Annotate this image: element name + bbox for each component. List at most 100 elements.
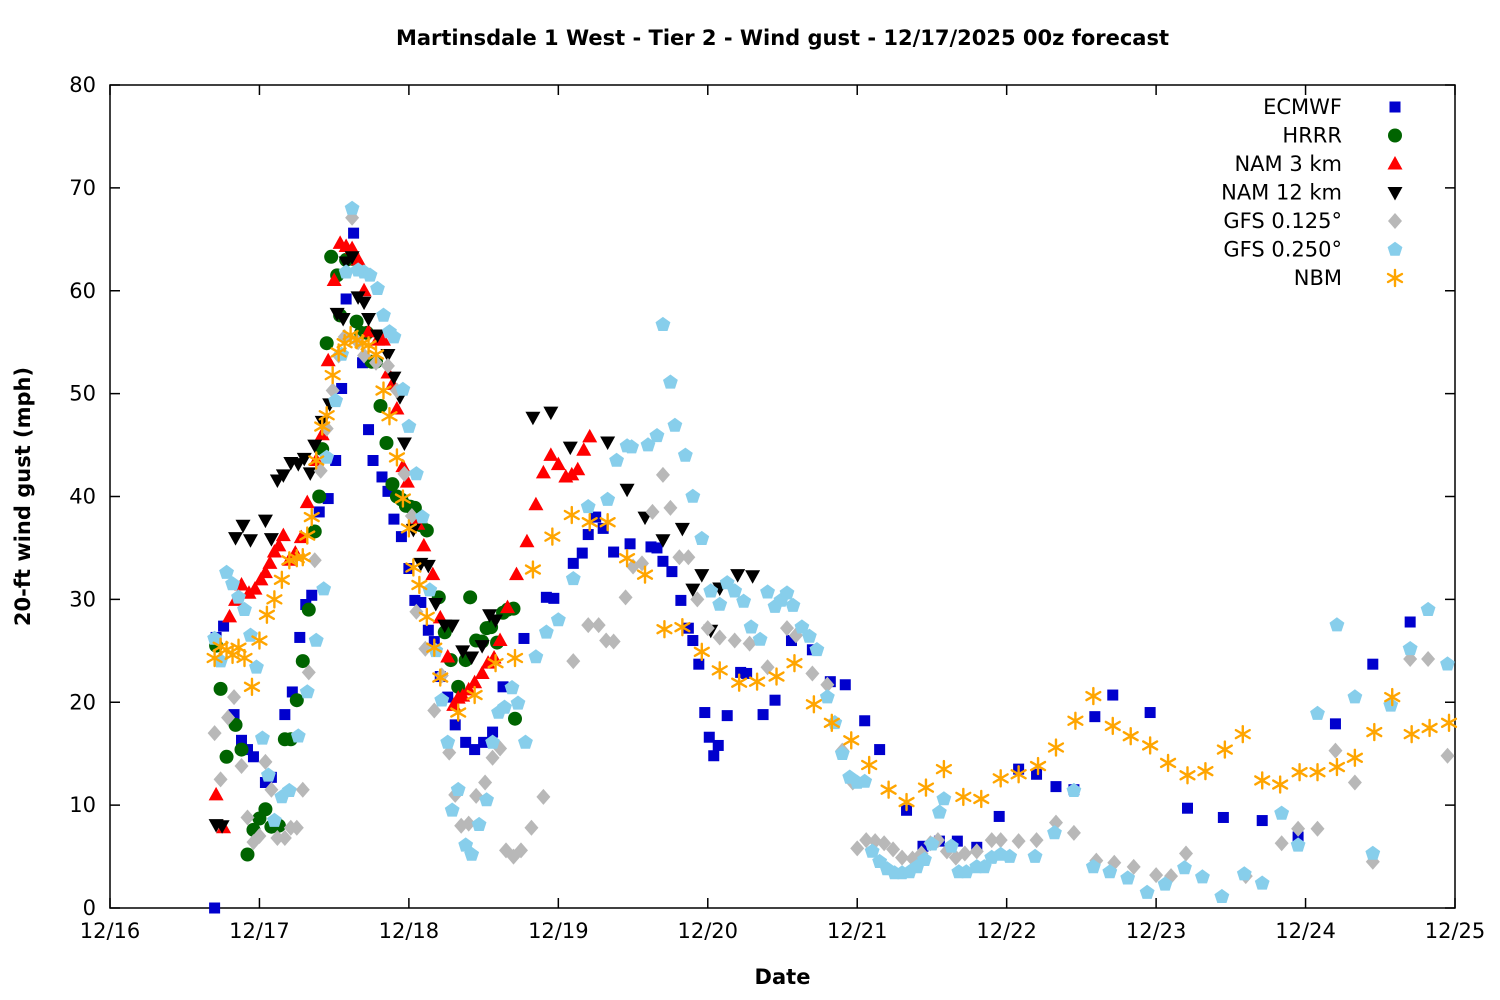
data-point <box>802 628 817 643</box>
data-point <box>487 726 499 738</box>
data-point <box>206 648 223 668</box>
asterisk-arm <box>1421 722 1438 734</box>
data-point <box>252 827 267 844</box>
data-point <box>1346 748 1364 768</box>
data-point <box>237 601 252 616</box>
data-point <box>469 787 484 804</box>
data-point <box>656 620 673 639</box>
data-point <box>487 653 504 673</box>
data-point <box>294 631 306 643</box>
data-point <box>270 830 285 847</box>
asterisk-arm <box>768 671 785 682</box>
data-point <box>418 607 435 627</box>
data-point <box>735 666 747 678</box>
data-point <box>307 439 323 454</box>
data-point <box>786 653 803 673</box>
data-point <box>409 603 424 620</box>
data-point <box>1126 858 1141 875</box>
asterisk-arm <box>1291 767 1308 778</box>
data-point <box>645 541 657 553</box>
data-point <box>1310 705 1325 720</box>
asterisk-arm <box>1104 720 1121 732</box>
data-point <box>760 659 775 676</box>
asterisk-arm <box>1142 740 1159 751</box>
legend-marker-asterisk <box>1386 268 1404 288</box>
data-point <box>645 503 660 520</box>
legend-label: GFS 0.250° <box>1223 238 1342 262</box>
data-point <box>1403 724 1420 744</box>
data-point <box>1122 726 1139 746</box>
data-point <box>566 653 581 670</box>
data-point <box>1107 689 1119 701</box>
asterisk-arm <box>1159 757 1177 769</box>
data-point <box>1440 747 1455 764</box>
data-point <box>727 632 742 649</box>
data-point <box>539 624 554 639</box>
asterisk-arm <box>973 793 990 805</box>
data-point <box>289 819 304 836</box>
data-point <box>543 447 559 461</box>
data-point <box>794 619 810 634</box>
data-point <box>685 583 701 598</box>
data-point <box>263 533 279 547</box>
data-point <box>1144 707 1156 719</box>
data-point <box>1254 875 1270 890</box>
data-point <box>518 632 530 644</box>
asterisk-arm <box>308 455 325 466</box>
data-point <box>320 352 336 367</box>
asterisk-arm <box>330 347 347 358</box>
data-point <box>1347 774 1362 791</box>
data-point <box>279 709 291 721</box>
data-point <box>576 442 592 456</box>
data-point <box>414 509 430 524</box>
y-tick-label: 60 <box>69 279 96 303</box>
data-point <box>535 464 551 479</box>
asterisk-arm <box>273 574 290 586</box>
data-point <box>420 559 436 574</box>
asterisk-arm <box>294 551 311 563</box>
data-point <box>550 456 566 471</box>
asterisk-arm <box>1272 779 1289 790</box>
data-point <box>399 474 415 488</box>
data-point <box>464 846 480 861</box>
data-point <box>385 477 400 492</box>
data-point <box>396 437 412 452</box>
data-point <box>1440 656 1455 671</box>
asterisk-arm <box>992 773 1009 784</box>
asterisk-arm <box>266 594 283 605</box>
data-point <box>820 676 835 693</box>
data-point <box>1050 781 1062 793</box>
data-point <box>479 792 494 807</box>
data-point <box>743 619 759 634</box>
asterisk-arm <box>823 717 840 729</box>
data-point <box>432 668 449 687</box>
asterisk-arm <box>426 642 443 653</box>
data-point <box>240 847 255 862</box>
data-point <box>361 323 377 338</box>
data-point <box>809 642 825 657</box>
data-point <box>563 505 580 525</box>
data-point <box>1216 740 1233 759</box>
data-point <box>1002 848 1018 863</box>
data-point <box>951 835 963 847</box>
data-point <box>859 832 874 849</box>
data-point <box>266 590 283 609</box>
data-point <box>497 681 509 693</box>
x-tick-label: 12/16 <box>80 919 141 943</box>
data-point <box>231 589 246 604</box>
data-point <box>565 571 581 586</box>
data-point <box>235 519 251 534</box>
asterisk-arm <box>1047 742 1065 753</box>
asterisk-arm <box>1085 690 1102 702</box>
data-point <box>228 532 244 546</box>
asterisk-arm <box>1029 760 1047 772</box>
x-tick-label: 12/19 <box>528 919 589 943</box>
legend-marker-circle <box>1388 128 1402 143</box>
data-point <box>312 489 327 504</box>
x-tick-label: 12/23 <box>1126 919 1187 943</box>
data-point <box>742 635 757 652</box>
data-point <box>895 849 910 866</box>
data-point <box>357 357 369 369</box>
data-point <box>247 581 263 595</box>
asterisk-arm <box>1197 765 1214 777</box>
